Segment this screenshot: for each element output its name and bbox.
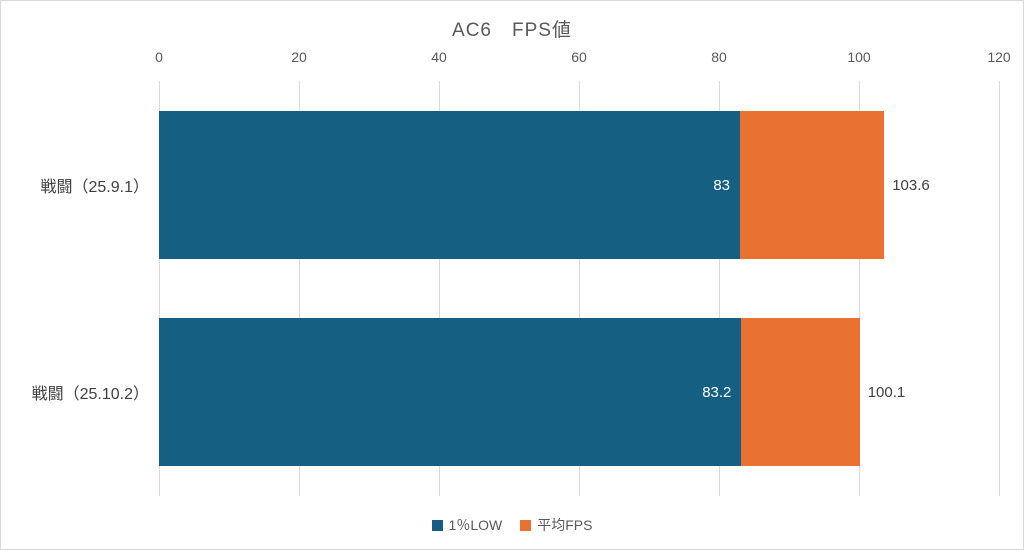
data-label-avg-fps: 103.6 [892,176,930,194]
bar-1pct-low [159,110,740,259]
x-tick-label: 40 [431,49,447,65]
category-label: 戦闘（25.9.1） [40,178,150,196]
category-label: 戦闘（25.10.2） [31,386,149,404]
x-tick-label: 80 [711,49,727,65]
x-tick-label: 60 [571,49,587,65]
legend-label-avg-fps: 平均FPS [537,517,593,533]
gridline [999,81,1000,496]
gridline [859,81,860,496]
x-tick-label: 100 [847,49,871,65]
data-label-1pct-low: 83 [713,176,730,194]
data-label-1pct-low: 83.2 [702,384,732,402]
gridline [439,81,440,496]
x-tick-label: 120 [987,49,1011,65]
gridline [579,81,580,496]
bar-1pct-low [159,318,742,467]
legend-label-1pct-low: 1％LOW [448,517,503,533]
legend-swatch-avg-fps-icon [520,519,532,531]
legend: 1％LOW 平均FPS [1,515,1023,535]
legend-item-avg-fps: 平均FPS [520,515,592,535]
legend-item-1pct-low: 1％LOW [431,515,503,535]
gridline [719,81,720,496]
legend-swatch-1pct-low-icon [431,519,443,531]
chart-title: AC6 FPS値 [452,20,572,41]
x-tick-label: 20 [291,49,307,65]
gridline [159,81,160,496]
x-tick-label: 0 [155,49,163,65]
data-label-avg-fps: 100.1 [867,384,906,402]
gridline [299,81,300,496]
